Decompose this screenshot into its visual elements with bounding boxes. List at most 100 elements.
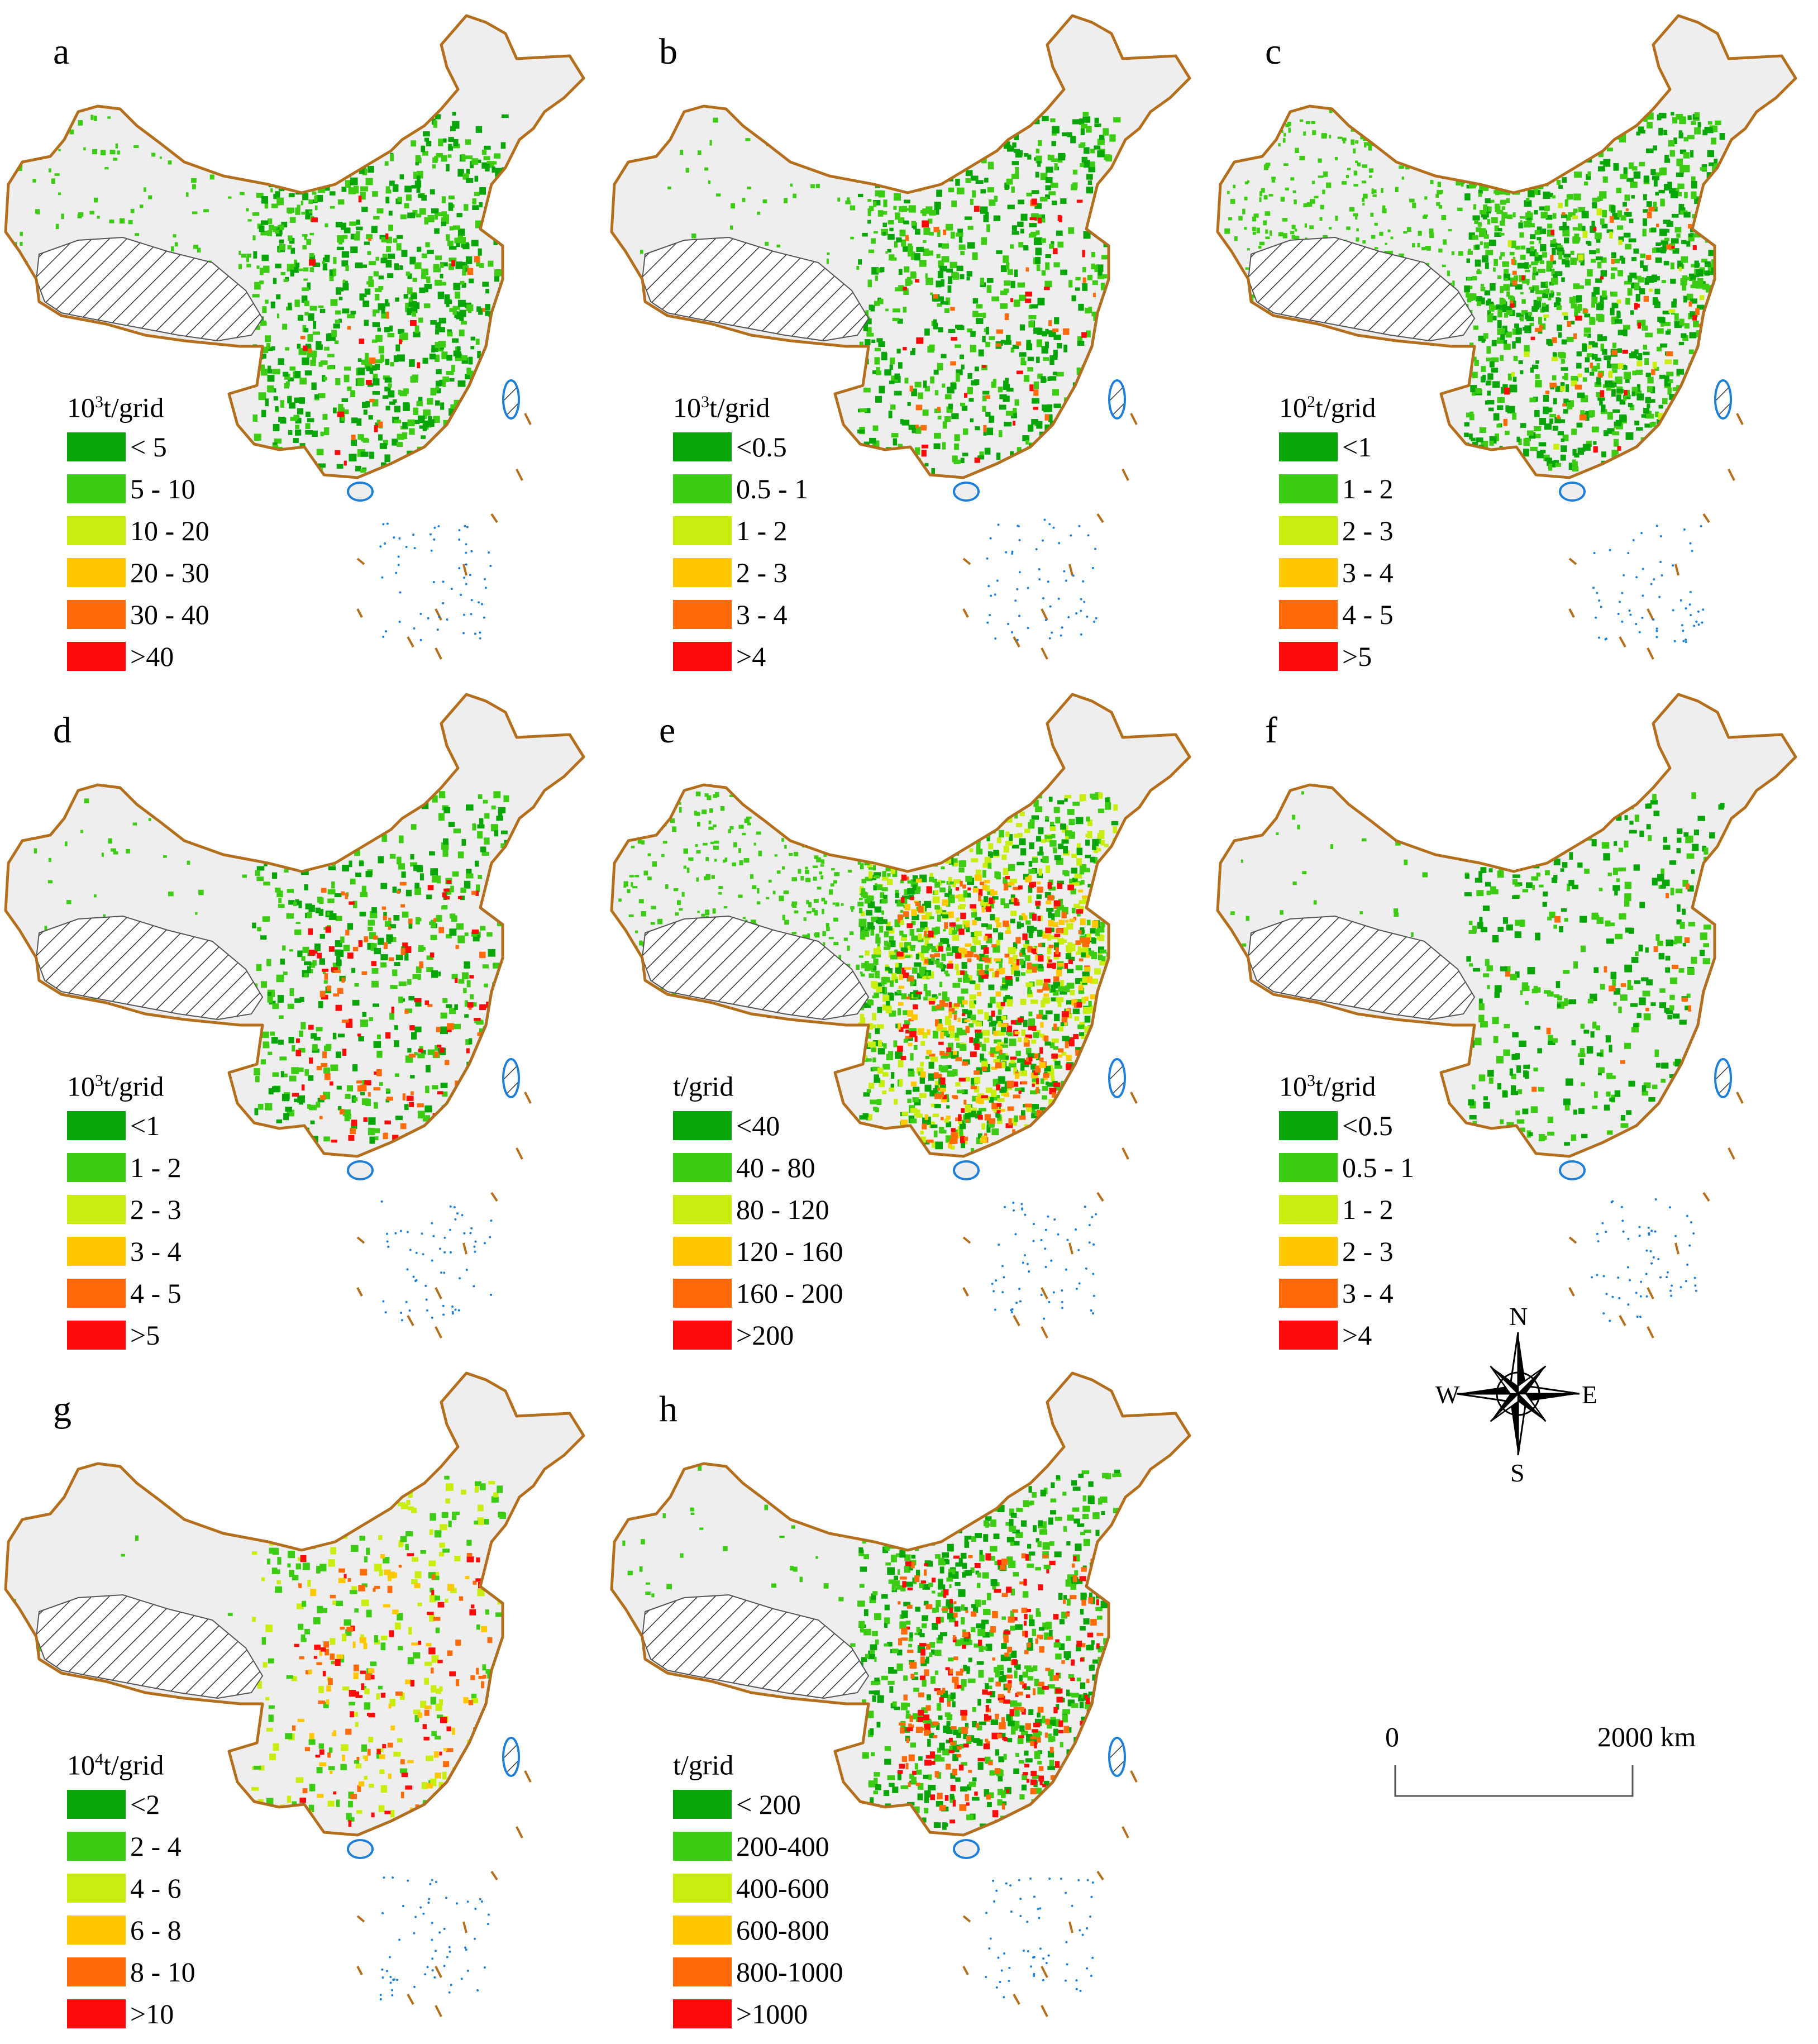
legend-label: 20 - 30 — [130, 556, 209, 588]
legend-item: 6 - 8 — [67, 1909, 195, 1951]
legend-label: <40 — [736, 1109, 780, 1141]
legend-item: <2 — [67, 1783, 195, 1825]
legend-swatch — [1279, 1236, 1338, 1266]
legend-item: >10 — [67, 1993, 195, 2035]
compass-star-icon — [1456, 1332, 1580, 1456]
legend-item: <1 — [67, 1104, 182, 1146]
legend-label: <1 — [130, 1109, 160, 1141]
legend-label: 2 - 3 — [130, 1193, 182, 1225]
map-panel-d: d 103t/grid <1 1 - 2 2 - 3 3 - 4 4 - 5 >… — [0, 679, 606, 1357]
legend-label: 8 - 10 — [130, 1956, 195, 1988]
legend: 103t/grid <1 1 - 2 2 - 3 3 - 4 4 - 5 >5 — [67, 1064, 182, 1356]
legend-label: 2 - 4 — [130, 1830, 182, 1862]
legend-label: 6 - 8 — [130, 1914, 182, 1946]
legend-swatch — [67, 474, 126, 503]
legend-label: 1 - 2 — [1342, 1193, 1394, 1225]
legend-item: 20 - 30 — [67, 551, 209, 593]
legend-unit: t/grid — [673, 1749, 734, 1781]
legend-label: 0.5 - 1 — [736, 473, 809, 504]
legend-item: <0.5 — [1279, 1104, 1414, 1146]
scale-bar: 0 2000 km — [1374, 1721, 1709, 1832]
legend-swatch — [673, 1236, 732, 1266]
legend-item: 2 - 3 — [67, 1188, 182, 1230]
legend-label: 800-1000 — [736, 1956, 843, 1988]
legend-item: 2 - 3 — [1279, 1230, 1414, 1272]
legend-swatch — [1279, 599, 1338, 629]
legend-item: 2 - 3 — [673, 551, 808, 593]
panel-letter: a — [53, 31, 70, 72]
legend-swatch — [1279, 474, 1338, 503]
map-panel-g: g 104t/grid <2 2 - 4 4 - 6 6 - 8 8 - 10 … — [0, 1357, 606, 2036]
panel-letter: d — [53, 710, 71, 751]
legend-item: >5 — [1279, 635, 1394, 677]
compass-south-label: S — [1510, 1459, 1525, 1487]
legend-swatch — [673, 1152, 732, 1182]
legend-item: 1 - 2 — [1279, 468, 1394, 509]
legend-swatch — [673, 1999, 732, 2028]
legend-label: >1000 — [736, 1998, 808, 2029]
legend-label: 3 - 4 — [1342, 1277, 1394, 1309]
legend-item: 2 - 3 — [1279, 509, 1394, 551]
compass-rose: N S W E — [1435, 1302, 1603, 1487]
legend-label: >4 — [1342, 1319, 1372, 1351]
legend-item: 2 - 4 — [67, 1825, 195, 1867]
legend-item: >1000 — [673, 1993, 843, 2035]
legend: t/grid <40 40 - 80 80 - 120 120 - 160 16… — [673, 1064, 843, 1356]
legend-label: <0.5 — [1342, 1109, 1393, 1141]
compass-east-label: E — [1582, 1380, 1598, 1409]
legend-label: 10 - 20 — [130, 514, 209, 546]
legend-item: >4 — [1279, 1314, 1414, 1356]
china-map-h — [610, 1371, 1191, 2017]
legend-unit: 103t/grid — [67, 392, 164, 423]
legend-label: 4 - 6 — [130, 1872, 182, 1904]
china-map-g — [4, 1371, 585, 2017]
legend-unit: 103t/grid — [67, 1070, 164, 1102]
legend-label: >10 — [130, 1998, 174, 2029]
map-panel-h: h t/grid < 200 200-400 400-600 600-800 8… — [606, 1357, 1212, 2036]
legend-swatch — [67, 1320, 126, 1350]
legend-label: < 5 — [130, 431, 167, 463]
legend-item: <1 — [1279, 426, 1394, 468]
legend-label: 30 - 40 — [130, 598, 209, 630]
legend-swatch — [67, 1831, 126, 1861]
legend-swatch — [673, 1278, 732, 1308]
panel-letter: c — [1265, 31, 1282, 72]
legend-item: 4 - 5 — [67, 1272, 182, 1314]
legend-unit: 103t/grid — [673, 392, 770, 423]
legend-item: < 5 — [67, 426, 209, 468]
legend: 103t/grid < 5 5 - 10 10 - 20 20 - 30 30 … — [67, 385, 209, 677]
legend-item: 3 - 4 — [673, 593, 808, 635]
legend-swatch — [673, 558, 732, 587]
legend-item: 3 - 4 — [1279, 1272, 1414, 1314]
legend-item: >40 — [67, 635, 209, 677]
legend-label: 600-800 — [736, 1914, 829, 1946]
legend-label: 5 - 10 — [130, 473, 195, 504]
legend-item: 800-1000 — [673, 1951, 843, 1993]
legend-label: <0.5 — [736, 431, 787, 463]
legend: 104t/grid <2 2 - 4 4 - 6 6 - 8 8 - 10 >1… — [67, 1743, 195, 2035]
legend-swatch — [673, 1320, 732, 1350]
legend-item: 200-400 — [673, 1825, 843, 1867]
panel-letter: h — [659, 1389, 677, 1430]
legend-swatch — [1279, 1278, 1338, 1308]
legend-swatch — [67, 1152, 126, 1182]
legend-swatch — [673, 1789, 732, 1819]
legend-label: 2 - 3 — [736, 556, 788, 588]
legend-unit: t/grid — [673, 1070, 734, 1102]
legend-swatch — [1279, 1320, 1338, 1350]
panel-letter: f — [1265, 710, 1277, 751]
china-map-b — [610, 14, 1191, 660]
legend-swatch — [673, 1831, 732, 1861]
legend-item: <40 — [673, 1104, 843, 1146]
china-map-f — [1216, 693, 1797, 1338]
panel-letter: e — [659, 710, 676, 751]
legend-label: 3 - 4 — [1342, 556, 1394, 588]
legend-item: 8 - 10 — [67, 1951, 195, 1993]
legend-label: 400-600 — [736, 1872, 829, 1904]
scale-start-label: 0 — [1385, 1721, 1399, 1752]
legend-label: 3 - 4 — [130, 1235, 182, 1267]
legend-label: >200 — [736, 1319, 794, 1351]
legend-swatch — [673, 599, 732, 629]
legend-label: < 200 — [736, 1788, 801, 1820]
legend-swatch — [67, 1278, 126, 1308]
